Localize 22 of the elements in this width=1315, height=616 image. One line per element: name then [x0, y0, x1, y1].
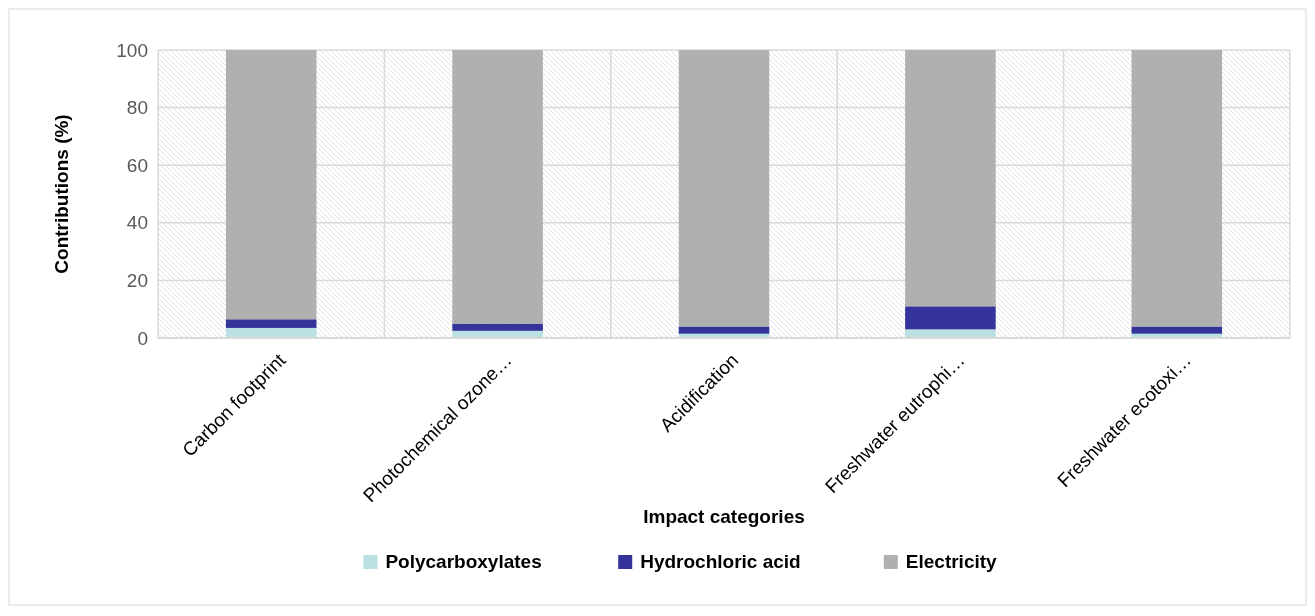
y-tick-label: 40 [126, 212, 148, 234]
y-axis-title: Contributions (%) [51, 114, 72, 274]
legend-label: Hydrochloric acid [640, 551, 801, 572]
x-axis-title: Impact categories [643, 506, 805, 527]
legend-label: Polycarboxylates [385, 551, 542, 572]
bar [1131, 50, 1223, 327]
bar [678, 50, 770, 327]
bar [905, 50, 996, 307]
bar [678, 326, 770, 334]
bar [452, 323, 543, 331]
legend-label: Electricity [905, 551, 998, 572]
y-tick-label: 80 [126, 97, 148, 119]
y-tick-label: 60 [126, 154, 148, 176]
bar [452, 50, 543, 324]
y-tick-label: 20 [126, 270, 148, 292]
bar [225, 50, 317, 320]
bar [905, 329, 996, 338]
bar [225, 319, 317, 328]
bar [1131, 326, 1223, 334]
y-tick-label: 100 [116, 39, 148, 61]
y-tick-label: 0 [137, 327, 148, 349]
bar [905, 306, 996, 330]
